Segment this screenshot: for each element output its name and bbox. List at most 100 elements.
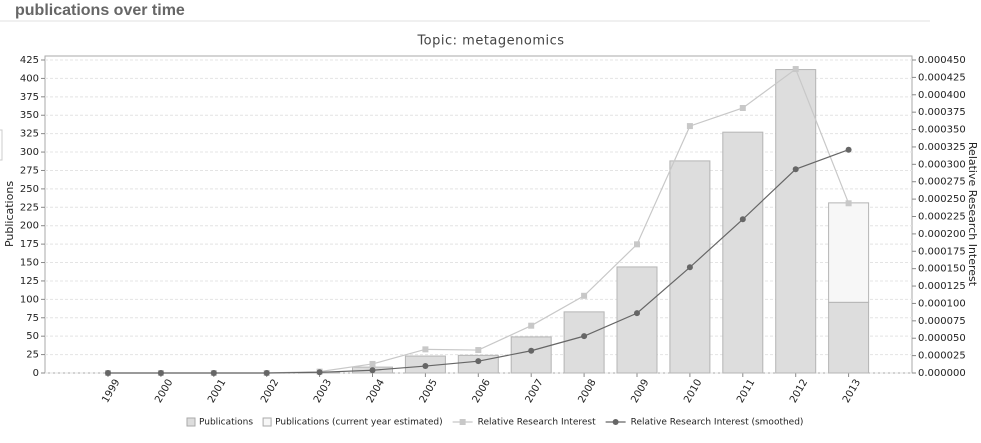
- y2-tick-label: 0.000400: [918, 90, 966, 101]
- marker: [581, 333, 588, 340]
- marker: [369, 367, 376, 374]
- x-tick-label: 2001: [206, 377, 228, 405]
- marker: [686, 264, 693, 271]
- legend-swatch: [459, 419, 466, 425]
- marker: [845, 200, 852, 207]
- marker: [792, 166, 799, 173]
- marker: [686, 123, 693, 130]
- y-tick-label: 125: [20, 276, 39, 287]
- y2-tick-label: 0.000350: [918, 125, 966, 136]
- y-tick-label: 375: [20, 92, 39, 103]
- y-tick-label: 400: [20, 73, 39, 84]
- x-tick-label: 2004: [365, 377, 387, 405]
- y-tick-label: 75: [26, 313, 39, 324]
- legend-label: Relative Research Interest: [478, 418, 596, 428]
- y2-tick-label: 0.000200: [918, 229, 966, 240]
- x-tick-label: 2003: [312, 377, 334, 405]
- page-title: publications over time: [15, 2, 185, 19]
- y2-tick-label: 0.000300: [918, 159, 966, 170]
- marker: [369, 360, 376, 367]
- y2-tick-label: 0.000150: [918, 264, 966, 275]
- y2-tick-label: 0.000100: [918, 298, 966, 309]
- legend: Publications Publications (current year e…: [186, 417, 804, 428]
- bar: [563, 311, 605, 374]
- marker: [475, 358, 482, 365]
- y2-tick-label: 0.000250: [918, 194, 966, 205]
- y-tick-label: 225: [20, 202, 39, 213]
- bar: [616, 266, 658, 374]
- legend-label: Publications (current year estimated): [275, 418, 443, 428]
- marker: [105, 370, 111, 376]
- y2-tick-label: 0.000075: [918, 316, 966, 327]
- x-tick-label: 2000: [153, 377, 175, 405]
- legend-swatch: [262, 417, 272, 427]
- y-tick-label: 150: [20, 258, 39, 269]
- marker: [634, 241, 640, 248]
- marker: [157, 370, 164, 376]
- y2-tick-label: 0.000375: [918, 107, 966, 118]
- y-tick-label: 50: [26, 331, 39, 342]
- x-tick-label: 2002: [259, 377, 281, 405]
- marker: [422, 363, 429, 370]
- y2-tick-label: 0.000175: [918, 246, 966, 257]
- y-tick-label: 275: [20, 165, 39, 176]
- y-tick-label: 200: [20, 221, 39, 232]
- x-tick-label: 2009: [629, 377, 651, 405]
- legend-label: Publications: [199, 418, 253, 428]
- marker: [210, 370, 217, 376]
- y-tick-label: 0: [33, 368, 39, 379]
- x-tick-label: 2012: [788, 377, 810, 405]
- bar: [510, 336, 552, 374]
- y-axis-label: Publications: [3, 181, 16, 247]
- y2-tick-label: 0.000325: [918, 142, 966, 153]
- y-tick-label: 175: [20, 239, 39, 250]
- x-tick-label: 2010: [682, 377, 704, 405]
- side-tab: [0, 129, 3, 161]
- y-tick-label: 25: [26, 350, 39, 361]
- bar: [775, 69, 817, 374]
- marker: [845, 146, 852, 153]
- x-tick-label: 2007: [524, 377, 546, 405]
- y2-tick-label: 0.000025: [918, 351, 966, 362]
- bar: [828, 301, 870, 374]
- y-tick-label: 350: [20, 110, 39, 121]
- marker: [739, 216, 746, 223]
- y2-tick-label: 0.000125: [918, 281, 966, 292]
- y-tick-label: 100: [20, 294, 39, 305]
- y2-tick-label: 0.000050: [918, 333, 966, 344]
- y2-tick-label: 0.000275: [918, 177, 966, 188]
- x-tick-label: 2013: [841, 377, 863, 405]
- legend-label: Relative Research Interest (smoothed): [631, 418, 804, 428]
- marker: [528, 347, 535, 354]
- y2-tick-label: 0.000425: [918, 72, 966, 83]
- x-tick-label: 2011: [735, 377, 757, 405]
- x-tick-label: 1999: [100, 377, 122, 405]
- x-tick-label: 2005: [418, 377, 440, 405]
- y2-tick-label: 0.000450: [918, 55, 966, 66]
- marker: [528, 322, 535, 329]
- bar: [828, 202, 870, 303]
- y2-tick-label: 0.000000: [918, 368, 966, 379]
- x-tick-label: 2006: [471, 377, 493, 405]
- legend-swatch: [186, 417, 196, 427]
- marker: [581, 292, 588, 299]
- marker: [475, 347, 482, 354]
- marker: [739, 104, 746, 111]
- marker: [634, 310, 640, 317]
- legend-swatch: [612, 419, 619, 425]
- bar: [669, 160, 711, 374]
- marker: [792, 66, 799, 73]
- marker: [263, 370, 270, 376]
- bar: [722, 131, 764, 374]
- y-tick-label: 250: [20, 184, 39, 195]
- marker: [316, 369, 323, 376]
- chart-title: Topic: metagenomics: [416, 34, 564, 49]
- y-tick-label: 300: [20, 147, 39, 158]
- y2-tick-label: 0.000225: [918, 212, 966, 223]
- y2-axis-label: Relative Research Interest: [966, 142, 979, 287]
- marker: [422, 346, 429, 353]
- x-tick-label: 2008: [576, 377, 598, 405]
- y-tick-label: 425: [20, 55, 39, 66]
